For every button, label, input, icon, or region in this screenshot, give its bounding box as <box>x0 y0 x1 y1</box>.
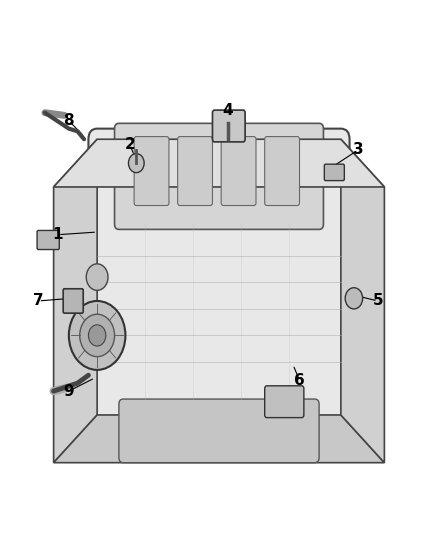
Text: 6: 6 <box>294 373 305 388</box>
Circle shape <box>69 301 125 370</box>
FancyBboxPatch shape <box>265 386 304 418</box>
Polygon shape <box>53 139 385 187</box>
Circle shape <box>128 154 144 173</box>
Text: 1: 1 <box>53 227 63 242</box>
FancyBboxPatch shape <box>119 399 319 463</box>
Text: 8: 8 <box>64 113 74 128</box>
Text: 5: 5 <box>373 294 383 309</box>
Circle shape <box>88 325 106 346</box>
Polygon shape <box>53 415 385 463</box>
FancyBboxPatch shape <box>88 128 350 425</box>
Text: 4: 4 <box>223 102 233 118</box>
FancyBboxPatch shape <box>265 136 300 206</box>
FancyBboxPatch shape <box>212 110 245 142</box>
Polygon shape <box>53 139 97 463</box>
Text: 9: 9 <box>64 384 74 399</box>
FancyBboxPatch shape <box>63 289 83 313</box>
Polygon shape <box>341 139 385 463</box>
FancyBboxPatch shape <box>134 136 169 206</box>
FancyBboxPatch shape <box>221 136 256 206</box>
FancyBboxPatch shape <box>115 123 323 229</box>
Circle shape <box>86 264 108 290</box>
Text: 3: 3 <box>353 142 364 157</box>
Text: 7: 7 <box>33 294 44 309</box>
Text: 2: 2 <box>124 137 135 152</box>
Circle shape <box>345 288 363 309</box>
FancyBboxPatch shape <box>324 164 344 181</box>
FancyBboxPatch shape <box>178 136 212 206</box>
FancyBboxPatch shape <box>37 230 59 249</box>
Circle shape <box>80 314 115 357</box>
